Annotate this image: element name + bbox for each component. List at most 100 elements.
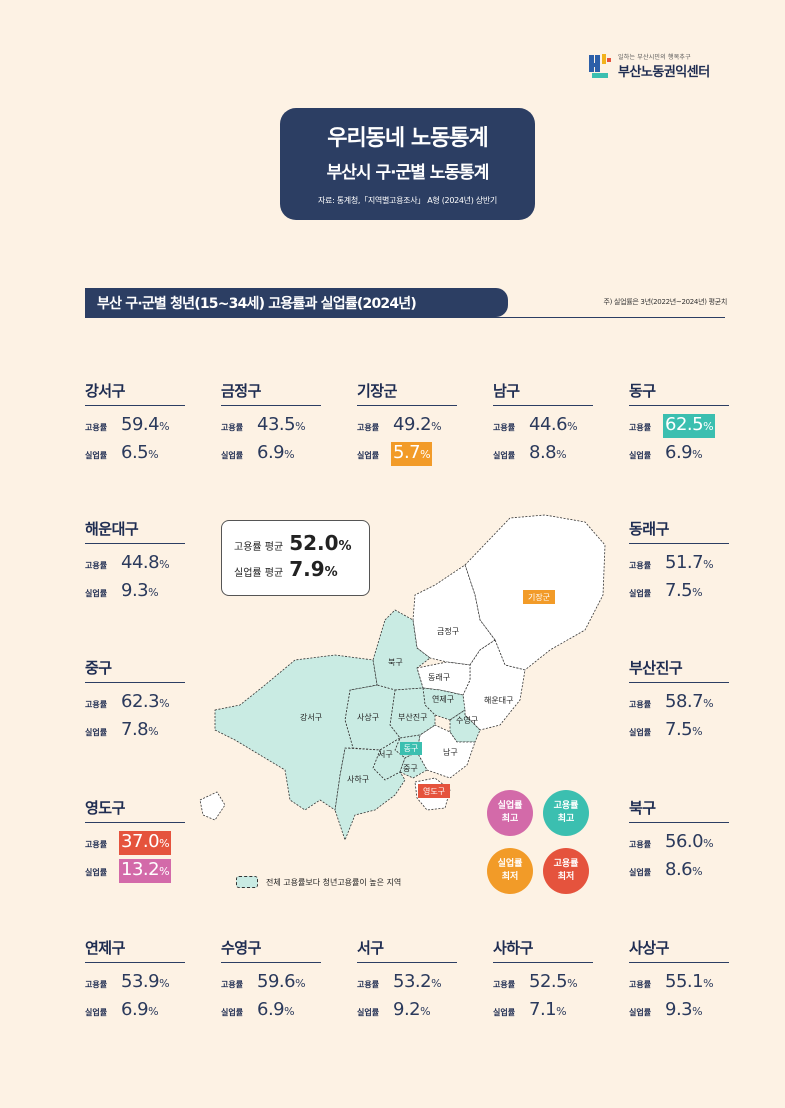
district-jung: 중구 고용률 62.3% 실업률 7.8% (85, 657, 185, 741)
map-region-busanjin (389, 687, 436, 739)
unemployment-row: 실업률 5.7% (357, 442, 457, 466)
district-name: 부산진구 (629, 657, 729, 683)
employment-label: 고용률 (85, 980, 108, 989)
district-name: 북구 (629, 797, 729, 823)
brand-logo: 일하는 부산시민의 행복추구 부산노동권익센터 (588, 52, 710, 80)
unemployment-row: 실업률 9.3% (629, 999, 729, 1021)
employment-label: 고용률 (221, 423, 244, 432)
unemployment-label: 실업률 (85, 868, 108, 877)
employment-value: 49.2% (393, 414, 442, 435)
legend-emp-high: 고용률 최고 (543, 790, 589, 836)
employment-label: 고용률 (221, 980, 244, 989)
unemployment-label: 실업률 (629, 589, 652, 598)
employment-label: 고용률 (85, 840, 108, 849)
employment-row: 고용률 37.0% (85, 831, 185, 855)
unemployment-label: 실업률 (629, 1008, 652, 1017)
unemployment-row: 실업률 6.9% (85, 999, 185, 1021)
unemployment-value: 9.3% (121, 580, 159, 601)
svg-text:동구: 동구 (404, 744, 419, 753)
avg-unemployment-label: 실업률 평균 (234, 568, 284, 579)
employment-label: 고용률 (493, 423, 516, 432)
unemployment-value: 5.7% (391, 442, 433, 466)
map-region-jung (399, 751, 428, 779)
district-saha: 사하구 고용률 52.5% 실업률 7.1% (493, 937, 593, 1021)
unemployment-label: 실업률 (357, 1008, 380, 1017)
employment-value: 51.7% (665, 552, 714, 573)
page-title: 우리동네 노동통계 (327, 126, 489, 151)
unemployment-row: 실업률 7.5% (629, 719, 729, 741)
unemployment-value: 8.6% (665, 859, 703, 880)
map-label-haeundae: 해운대구 (484, 695, 513, 705)
avg-employment-value: 52.0% (289, 531, 352, 555)
unemployment-label: 실업률 (493, 1008, 516, 1017)
unemployment-label: 실업률 (629, 728, 652, 737)
unemployment-label: 실업률 (85, 589, 108, 598)
district-name: 서구 (357, 937, 457, 963)
page-subtitle: 부산시 구·군별 노동통계 (326, 163, 490, 183)
map-region-dongnae (416, 661, 471, 696)
employment-row: 고용률 59.6% (221, 971, 321, 993)
map-label-yeonje: 연제구 (432, 695, 454, 704)
district-name: 강서구 (85, 380, 185, 406)
map-region-island (199, 791, 226, 821)
employment-value: 62.3% (121, 691, 170, 712)
employment-row: 고용률 53.9% (85, 971, 185, 993)
employment-value: 53.2% (393, 971, 442, 992)
map-legend: 전체 고용률보다 청년고용률이 높은 지역 (236, 876, 401, 888)
unemployment-row: 실업률 6.9% (221, 442, 321, 464)
district-name: 금정구 (221, 380, 321, 406)
district-name: 남구 (493, 380, 593, 406)
unemployment-value: 6.9% (257, 442, 295, 463)
employment-value: 59.6% (257, 971, 306, 992)
district-name: 중구 (85, 657, 185, 683)
district-yeongdo: 영도구 고용률 37.0% 실업률 13.2% (85, 797, 185, 883)
legend-emp-low: 고용률 최저 (543, 848, 589, 894)
unemployment-row: 실업률 9.2% (357, 999, 457, 1021)
employment-value: 44.6% (529, 414, 578, 435)
employment-row: 고용률 55.1% (629, 971, 729, 993)
district-name: 영도구 (85, 797, 185, 823)
district-dong: 동구 고용률 62.5% 실업률 6.9% (629, 380, 729, 464)
employment-value: 53.9% (121, 971, 170, 992)
average-box: 고용률 평균 52.0% 실업률 평균 7.9% (221, 520, 370, 596)
district-name: 기장군 (357, 380, 457, 406)
map-label-busanjin: 부산진구 (398, 712, 427, 722)
map-label-jung: 중구 (403, 764, 418, 773)
section-title: 부산 구·군별 청년(15~34세) 고용률과 실업률(2024년) (85, 288, 508, 317)
district-name: 연제구 (85, 937, 185, 963)
employment-label: 고용률 (85, 561, 108, 570)
district-name: 동구 (629, 380, 729, 406)
section-divider (85, 317, 725, 318)
employment-label: 고용률 (357, 980, 380, 989)
unemployment-label: 실업률 (493, 451, 516, 460)
employment-label: 고용률 (629, 700, 652, 709)
map-badge-dong: 동구 (400, 742, 422, 755)
district-suyeong: 수영구 고용률 59.6% 실업률 6.9% (221, 937, 321, 1021)
employment-row: 고용률 53.2% (357, 971, 457, 993)
unemployment-value: 7.5% (665, 719, 703, 740)
map-label-seo: 서구 (378, 750, 393, 759)
unemployment-value: 6.9% (665, 442, 703, 463)
employment-row: 고용률 62.3% (85, 691, 185, 713)
employment-label: 고용률 (629, 840, 652, 849)
avg-employment-label: 고용률 평균 (234, 542, 284, 553)
employment-label: 고용률 (629, 561, 652, 570)
employment-row: 고용률 44.8% (85, 552, 185, 574)
employment-label: 고용률 (493, 980, 516, 989)
unemployment-row: 실업률 8.6% (629, 859, 729, 881)
district-name: 해운대구 (85, 518, 185, 544)
map-region-sasang (344, 684, 401, 751)
employment-value: 43.5% (257, 414, 306, 435)
unemployment-row: 실업률 6.9% (629, 442, 729, 464)
employment-value: 56.0% (665, 831, 714, 852)
unemployment-row: 실업률 8.8% (493, 442, 593, 464)
unemployment-value: 9.2% (393, 999, 431, 1020)
unemployment-value: 8.8% (529, 442, 567, 463)
employment-value: 52.5% (529, 971, 578, 992)
unemployment-label: 실업률 (629, 868, 652, 877)
